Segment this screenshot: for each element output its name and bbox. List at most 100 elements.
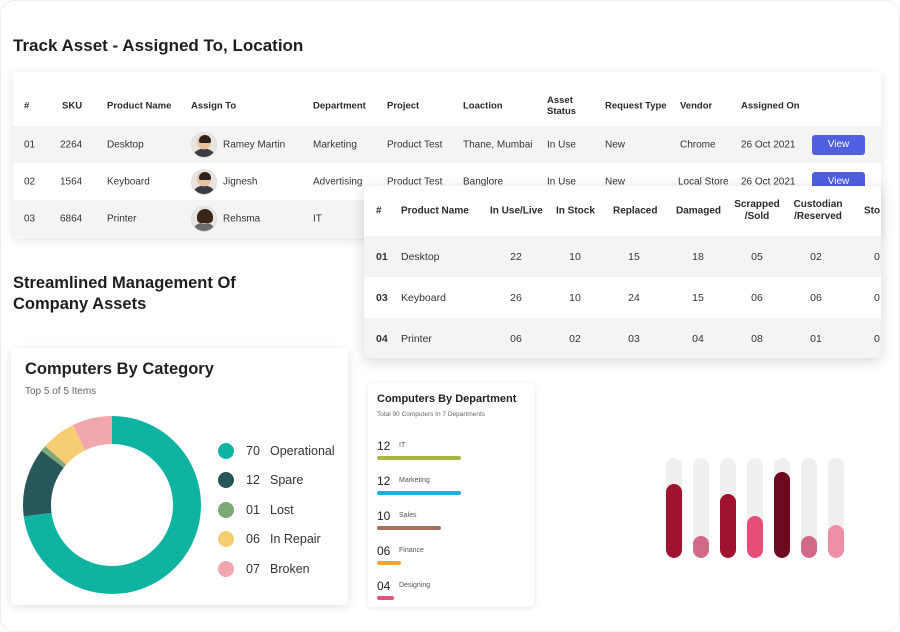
col-extra: Sto [864,205,881,217]
col-in-use: In Use/Live [490,205,543,217]
row-custodian: 01 [810,332,822,345]
department-label: IT [399,442,406,449]
row-department: Advertising [313,176,363,187]
stock-summary-table: # Product Name In Use/Live In Stock Repl… [364,186,881,358]
row-department: Marketing [313,139,357,150]
row-sku: 6864 [60,213,83,224]
department-value: 12 [377,439,391,453]
bar-fill [801,536,817,558]
bar-track [720,458,736,558]
legend-dot [218,560,234,577]
department-bar [377,561,402,565]
department-card: Computers By Department Total 90 Compute… [368,383,534,607]
row-sku: 2264 [60,139,83,150]
category-legend: 70 Operational 12 Spare 01 Lost 06 In Re… [218,436,335,584]
table-row: 03 Keyboard 26 10 24 15 06 06 0 [364,277,881,318]
row-custodian: 06 [810,291,822,304]
col-status: Asset Status [547,95,577,117]
bar-track [774,458,790,558]
legend-dot [218,531,234,548]
department-bar [377,456,461,460]
legend-dot [218,472,234,489]
col-scrapped: Scrapped /Sold [734,199,780,222]
row-vendor: Chrome [680,139,716,150]
row-replaced: 15 [628,250,640,263]
bar-track [747,458,763,558]
row-department: IT [313,213,322,224]
legend-value: 01 [246,502,260,517]
col-department: Department [313,100,366,112]
row-request: New [605,176,626,187]
legend-item-operational: 70 Operational [218,436,335,466]
col-replaced: Replaced [613,205,658,217]
track-asset-title: Track Asset - Assigned To, Location [13,36,304,55]
bar-fill [747,516,763,558]
bar-track [693,458,709,558]
view-button[interactable]: View [812,134,865,155]
table-header: # SKU Product Name Assign To Department … [13,80,881,132]
legend-label: Broken [270,561,310,576]
department-item-finance: 06 Finance [377,544,527,574]
row-damaged: 15 [692,291,704,304]
col-project: Project [387,100,420,112]
vertical-bar-chart [664,458,849,558]
category-title: Computers By Category [25,360,214,378]
row-product: Printer [107,213,137,224]
table-header: # Product Name In Use/Live In Stock Repl… [364,186,881,236]
department-label: Marketing [399,477,430,484]
legend-label: Spare [270,473,304,488]
row-extra: 0 [874,250,880,263]
col-request: Request Type [605,100,667,112]
col-product: Product Name [401,205,469,217]
management-heading-line-1: Streamlined Management Of [13,274,236,292]
row-extra: 0 [874,332,880,345]
category-subtitle: Top 5 of 5 Items [25,386,97,397]
table-row: 01 Desktop 22 10 15 18 05 02 0 [364,236,881,277]
row-in-use: 06 [510,332,522,345]
row-num: 01 [24,139,36,150]
row-in-stock: 10 [569,291,581,304]
row-assignee: Rehsma [223,213,261,224]
row-damaged: 18 [692,250,704,263]
row-sku: 1564 [60,176,83,187]
bar-fill [828,525,844,558]
col-num: # [376,205,382,217]
row-project: Product Test [387,139,443,150]
col-vendor: Vendor [680,100,713,112]
row-assignee: Ramey Martin [223,139,286,150]
col-custodian: Custodian /Reserved [793,199,843,222]
avatar [191,168,217,195]
row-assignee: Jignesh [223,176,258,187]
department-item-it: 12 IT [377,439,527,469]
legend-label: Operational [270,443,335,458]
department-label: Sales [399,512,417,519]
row-replaced: 24 [628,291,640,304]
row-product: Keyboard [401,291,446,304]
department-subtitle: Total 90 Computers In 7 Departments [377,411,486,418]
row-extra: 0 [874,291,880,304]
donut-slice-spare [23,416,201,594]
row-scrapped: 06 [751,291,763,304]
table-row: 04 Printer 06 02 03 04 08 01 0 [364,318,881,358]
row-in-use: 22 [510,250,522,263]
department-title: Computers By Department [377,393,517,405]
row-request: New [605,139,626,150]
row-custodian: 02 [810,250,822,263]
col-product: Product Name [107,100,172,112]
legend-value: 06 [246,532,260,547]
legend-item-in-repair: 06 In Repair [218,525,335,555]
department-label: Designing [399,582,431,589]
table-row: 02 1564 Keyboard Jignesh Advertising Pro… [13,163,881,200]
bar-fill [693,536,709,558]
legend-item-broken: 07 Broken [218,554,335,584]
avatar [191,131,217,158]
row-num: 04 [376,332,388,345]
row-scrapped: 05 [751,250,763,263]
row-project: Product Test [387,176,443,187]
legend-value: 70 [246,443,260,458]
legend-value: 07 [246,561,260,576]
row-location: Thane, Mumbai [463,139,533,150]
row-status: In Use [547,139,576,150]
row-num: 01 [376,250,388,263]
row-product: Desktop [107,139,144,150]
